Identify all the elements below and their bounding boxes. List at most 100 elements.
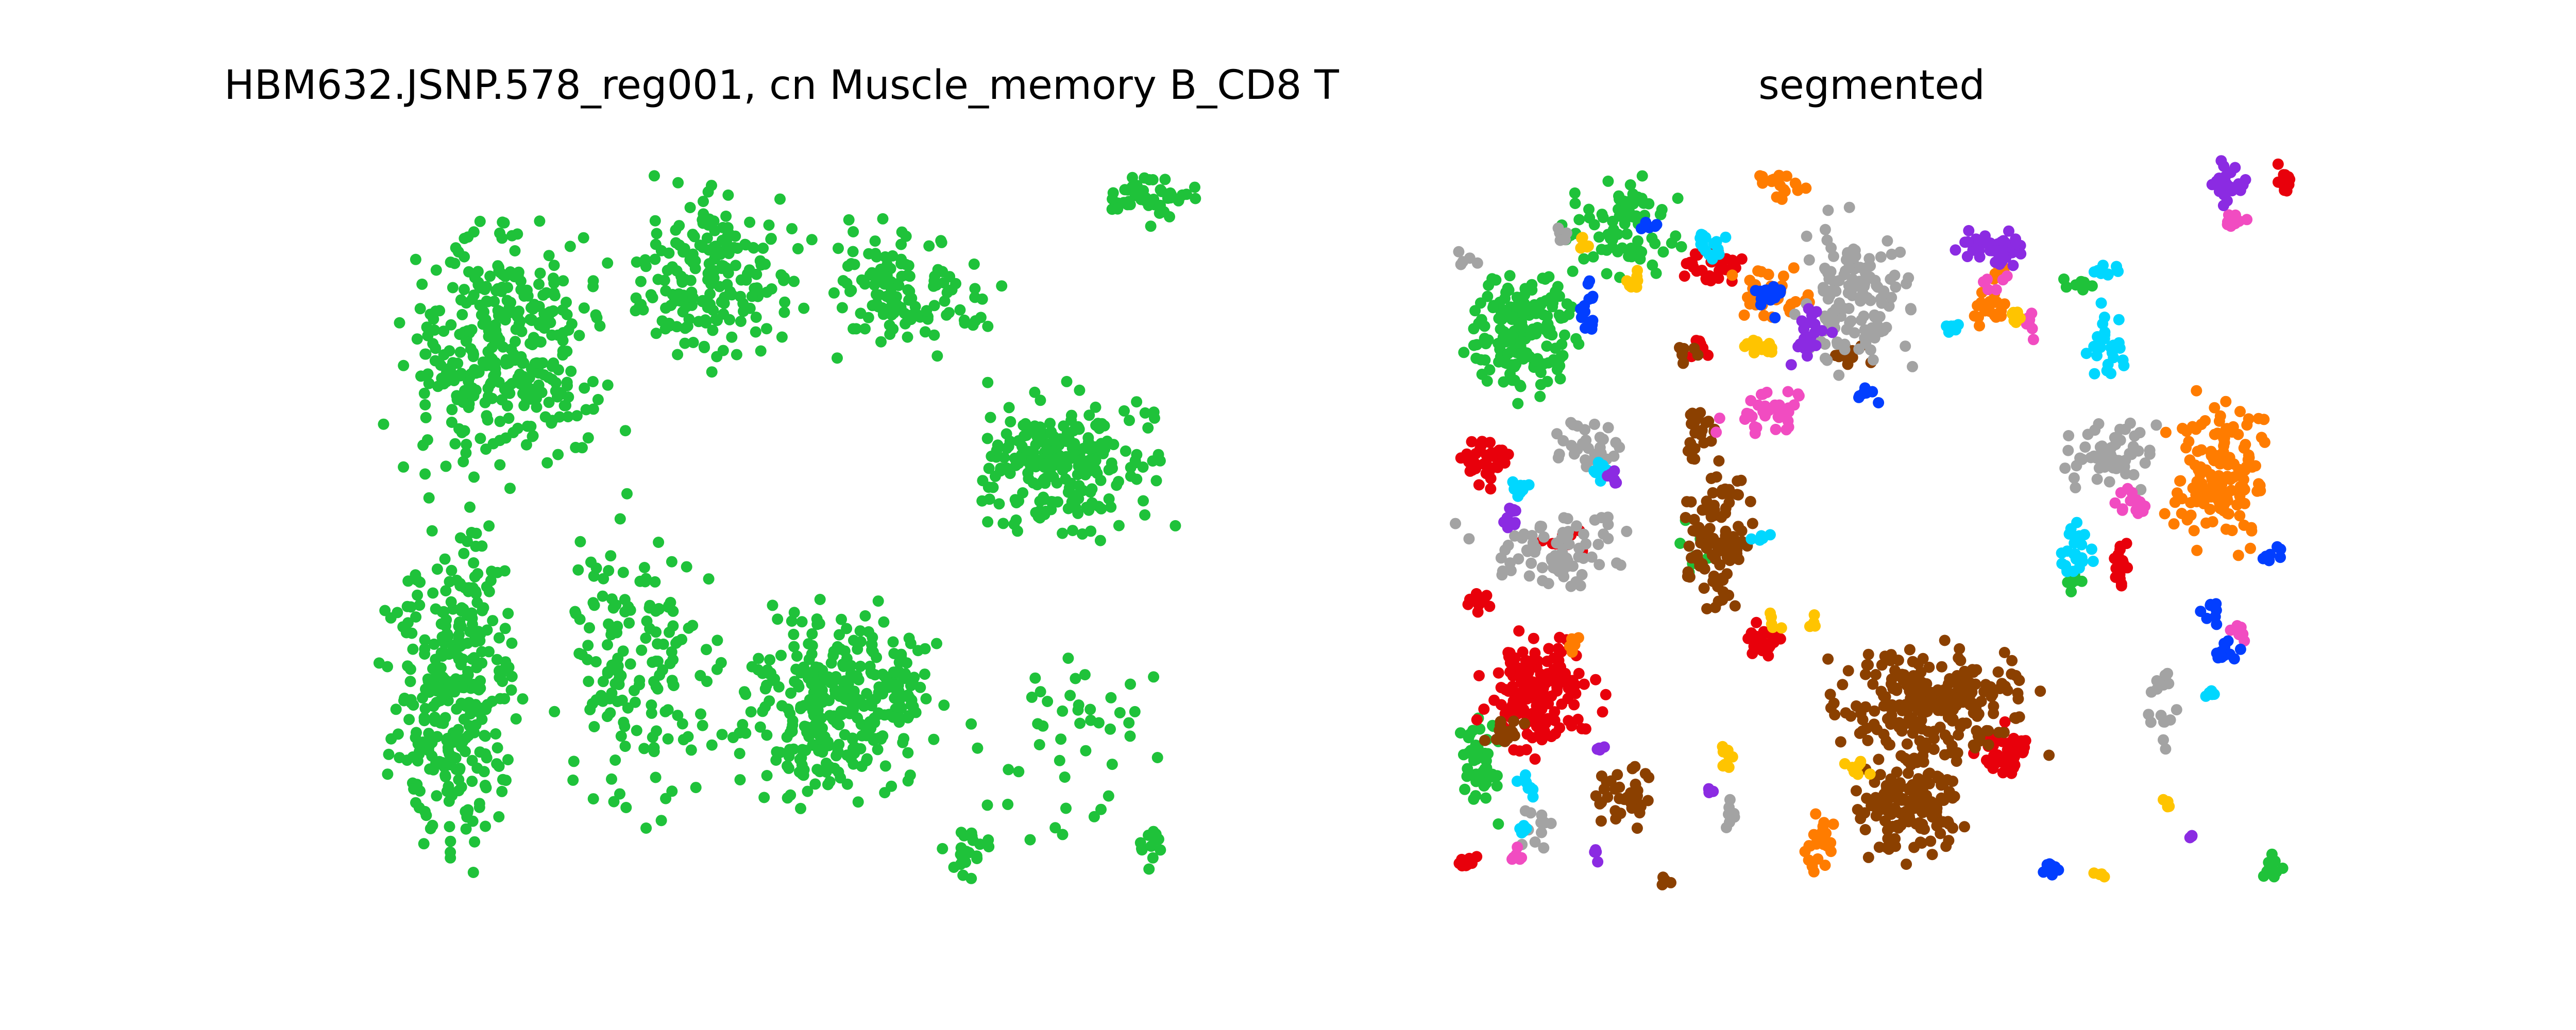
scatter-point <box>1553 448 1565 460</box>
scatter-point <box>684 254 696 266</box>
scatter-point <box>1923 661 1935 673</box>
scatter-point <box>667 654 679 665</box>
scatter-point <box>1886 291 1897 303</box>
scatter-point <box>704 288 716 300</box>
scatter-point <box>2124 417 2136 429</box>
scatter-point <box>562 411 574 423</box>
scatter-point <box>609 678 621 690</box>
scatter-point <box>1131 396 1143 408</box>
scatter-point <box>1508 504 1519 516</box>
scatter-point <box>1862 659 1874 671</box>
scatter-point <box>1529 546 1540 558</box>
scatter-point <box>476 646 488 658</box>
scatter-point <box>461 388 473 400</box>
scatter-point <box>401 600 413 612</box>
scatter-point <box>1082 432 1094 444</box>
scatter-point <box>1717 586 1729 598</box>
scatter-point <box>2213 415 2225 427</box>
scatter-point <box>1578 253 1590 265</box>
scatter-point <box>1459 783 1471 795</box>
scatter-point <box>1473 479 1485 491</box>
scatter-point <box>2027 334 2039 346</box>
scatter-point <box>1828 250 1839 262</box>
scatter-point <box>1707 487 1719 499</box>
scatter-point <box>1643 771 1655 783</box>
scatter-point <box>1586 551 1598 563</box>
scatter-point <box>1938 795 1950 806</box>
scatter-point <box>1591 743 1603 755</box>
scatter-point <box>950 278 961 289</box>
scatter-point <box>636 644 648 656</box>
scatter-point <box>561 297 572 308</box>
scatter-point <box>1631 822 1643 834</box>
scatter-point <box>786 615 798 627</box>
scatter-point <box>1003 764 1014 776</box>
scatter-point <box>1490 274 1502 286</box>
scatter-point <box>624 658 636 670</box>
scatter-point <box>852 796 864 808</box>
scatter-point <box>1878 700 1890 712</box>
scatter-point <box>1843 201 1855 213</box>
scatter-point <box>1540 677 1552 689</box>
scatter-point <box>1027 477 1039 489</box>
scatter-point <box>1595 815 1607 827</box>
scatter-point <box>1580 723 1591 735</box>
scatter-point <box>2159 508 2171 520</box>
scatter-point <box>2010 670 2022 681</box>
scatter-point <box>1087 442 1099 454</box>
scatter-point <box>548 277 560 289</box>
scatter-point <box>1057 705 1069 717</box>
scatter-point <box>436 650 448 662</box>
scatter-point <box>992 439 1004 451</box>
scatter-point <box>1880 735 1892 747</box>
scatter-point <box>859 323 871 335</box>
scatter-point <box>2272 158 2284 170</box>
scatter-point <box>558 400 570 411</box>
scatter-point <box>1728 808 1740 819</box>
scatter-point <box>1885 678 1897 690</box>
scatter-point <box>1557 564 1569 576</box>
scatter-point <box>817 696 828 708</box>
scatter-point <box>1921 678 1933 690</box>
scatter-point <box>483 520 495 532</box>
scatter-point <box>904 270 916 282</box>
scatter-point <box>788 628 800 640</box>
scatter-point <box>1930 806 1942 818</box>
scatter-point <box>1107 462 1118 474</box>
scatter-point <box>1045 426 1057 438</box>
scatter-point <box>664 626 675 638</box>
scatter-point <box>889 679 901 691</box>
scatter-point <box>1703 783 1715 795</box>
scatter-point <box>2191 385 2202 397</box>
scatter-point <box>493 632 505 644</box>
scatter-point <box>580 404 592 416</box>
scatter-point <box>2243 452 2255 464</box>
scatter-point <box>746 661 758 673</box>
scatter-point <box>1902 767 1914 779</box>
scatter-point <box>1557 435 1569 447</box>
scatter-point <box>2068 472 2080 484</box>
scatter-point <box>662 265 673 276</box>
scatter-point <box>2145 686 2157 698</box>
scatter-point <box>1629 761 1641 772</box>
scatter-point <box>480 703 492 715</box>
scatter-point <box>744 216 756 228</box>
scatter-point <box>758 792 770 803</box>
scatter-point <box>1003 402 1015 414</box>
scatter-point <box>1611 477 1622 489</box>
scatter-point <box>1537 575 1549 587</box>
scatter-point <box>419 648 431 660</box>
scatter-point <box>2151 675 2163 686</box>
scatter-point <box>402 575 414 587</box>
scatter-point <box>543 397 555 408</box>
scatter-point <box>1729 600 1741 612</box>
scatter-point <box>861 753 873 765</box>
scatter-point <box>1541 375 1553 387</box>
scatter-point <box>2223 181 2235 193</box>
scatter-point <box>457 456 469 468</box>
scatter-point <box>1090 401 1101 413</box>
scatter-point <box>965 872 977 884</box>
scatter-point <box>698 196 709 208</box>
scatter-point <box>2222 219 2233 230</box>
scatter-point <box>1493 818 1504 830</box>
